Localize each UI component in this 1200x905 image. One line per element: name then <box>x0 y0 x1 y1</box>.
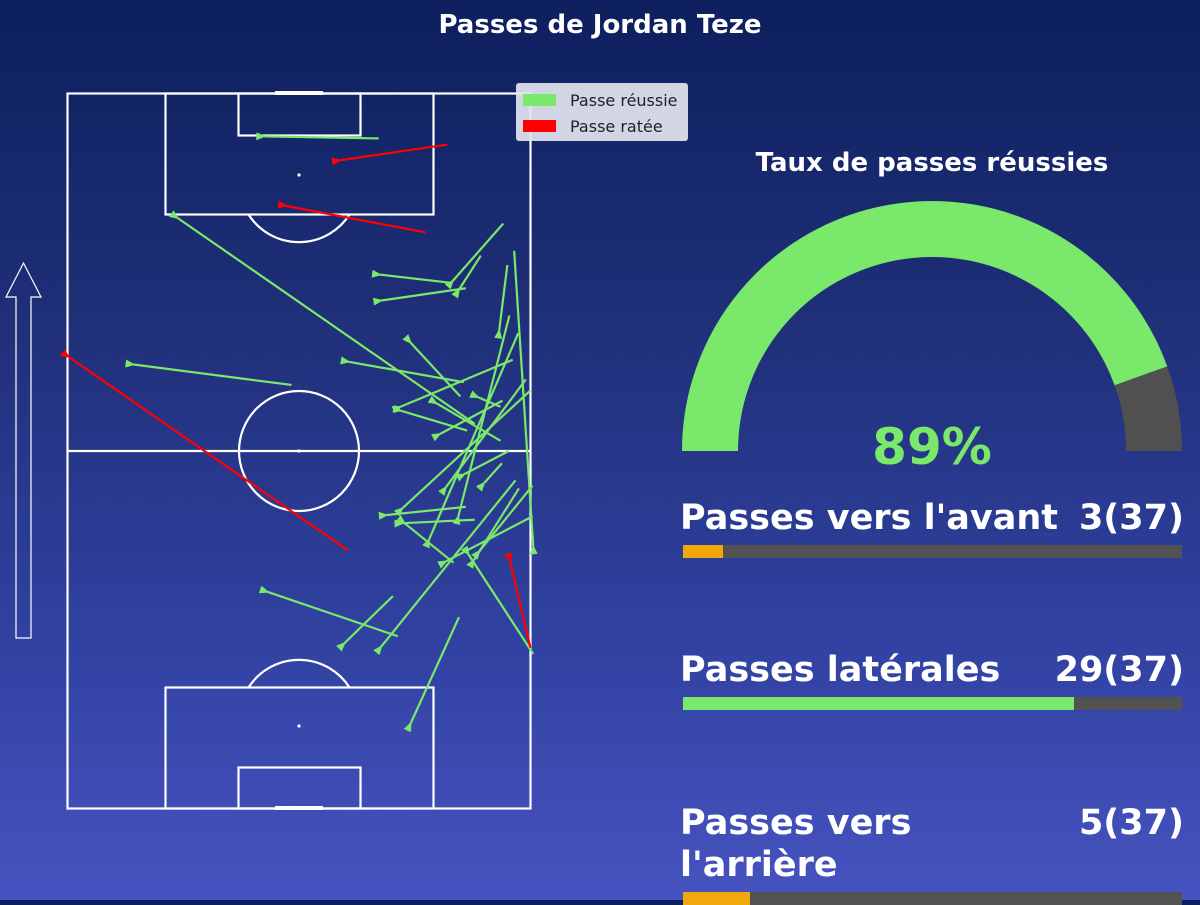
stat-forward-bar <box>683 545 1182 558</box>
pass-success-9 <box>402 334 462 398</box>
pass-success-19 <box>422 332 520 549</box>
pass-success-30 <box>460 545 535 655</box>
top-penalty-spot <box>297 173 301 177</box>
legend-item-success: Passe réussie <box>516 87 688 113</box>
gauge-value: 89% <box>872 418 992 476</box>
stat-backward-bar-fill <box>683 892 751 905</box>
legend-swatch-fail <box>523 120 556 132</box>
passes-layer <box>60 132 538 733</box>
pass-success-8 <box>391 358 514 414</box>
stat-forward-value: 3(37) <box>1078 498 1184 538</box>
gauge-remainder-arc <box>1114 366 1182 452</box>
pass-success-28 <box>258 585 399 638</box>
pass-success-23 <box>395 515 455 564</box>
pass-success-16 <box>494 264 509 339</box>
stat-lateral: Passes latérales 29(37) <box>680 649 1184 710</box>
pass-success-31 <box>437 515 534 569</box>
stat-lateral-value: 29(37) <box>1054 650 1184 690</box>
top-penalty-arc <box>247 213 351 244</box>
pitch-lines <box>66 91 532 810</box>
pass-success-26 <box>373 479 517 656</box>
pass-success-21 <box>378 505 466 520</box>
pass-success-22 <box>394 518 475 528</box>
stat-lateral-bar-fill <box>683 697 1075 710</box>
pass-success-4 <box>371 269 451 284</box>
pass-success-6 <box>125 359 292 387</box>
pass-success-5 <box>372 287 466 306</box>
pass-success-33 <box>475 462 503 492</box>
pass-success-27 <box>336 595 394 652</box>
bottom-penalty-spot <box>297 724 301 728</box>
stat-forward: Passes vers l'avant 3(37) <box>680 497 1184 558</box>
pass-success-2 <box>444 222 505 290</box>
legend-label-success: Passe réussie <box>570 90 678 110</box>
center-spot <box>297 449 301 453</box>
pitch-chart <box>5 91 538 810</box>
pass-success-32 <box>168 210 476 425</box>
legend-label-fail: Passe ratée <box>570 116 663 136</box>
pass-success-15 <box>452 315 511 526</box>
stat-backward-label: Passes vers l'arrière <box>680 803 912 885</box>
gauge-success-arc <box>682 200 1168 452</box>
gauge-title: Taux de passes réussies <box>755 148 1109 178</box>
pass-success-25 <box>455 450 510 482</box>
page-title: Passes de Jordan Teze <box>438 10 762 40</box>
pass-success-29 <box>403 616 461 733</box>
attack-direction-arrow-icon <box>5 261 42 639</box>
pass-success-12 <box>392 404 468 432</box>
pass-success-13 <box>431 399 504 442</box>
pass-fail-2 <box>277 200 426 234</box>
stat-backward: Passes vers l'arrière 5(37) <box>680 802 1184 905</box>
stat-forward-label: Passes vers l'avant <box>680 498 1058 538</box>
pass-success-1 <box>256 132 379 141</box>
pass-success-17 <box>393 389 532 517</box>
legend-item-fail: Passe ratée <box>516 113 688 139</box>
stat-lateral-bar <box>683 697 1182 710</box>
chart-legend: Passe réussie Passe ratée <box>516 83 688 141</box>
pass-fail-1 <box>331 143 448 166</box>
pass-fail-4 <box>504 552 532 649</box>
stat-backward-bar <box>683 892 1182 905</box>
bottom-penalty-arc <box>247 658 351 689</box>
stat-forward-bar-fill <box>683 545 724 558</box>
pass-success-14 <box>513 250 538 555</box>
legend-swatch-success <box>523 94 556 106</box>
pass-success-24 <box>466 487 520 569</box>
stat-backward-value: 5(37) <box>1078 803 1184 843</box>
pass-success-3 <box>451 254 482 299</box>
stat-lateral-label: Passes latérales <box>680 650 1001 690</box>
pass-fail-3 <box>60 349 349 552</box>
center-circle <box>237 389 361 513</box>
pass-success-10 <box>427 395 502 442</box>
